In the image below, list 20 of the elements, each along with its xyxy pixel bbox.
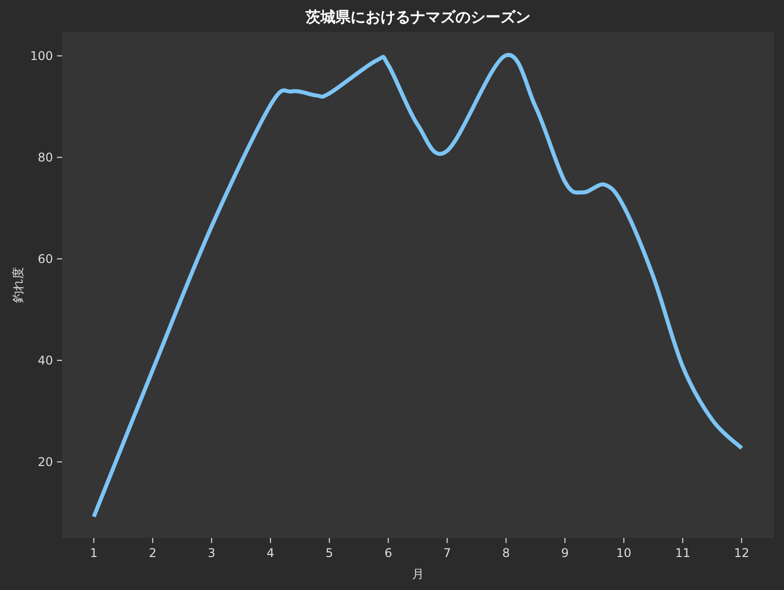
chart-title: 茨城県におけるナマズのシーズン [304, 8, 530, 26]
x-tick-label: 5 [326, 546, 334, 560]
x-tick-label: 6 [384, 546, 392, 560]
x-tick-label: 1 [90, 546, 98, 560]
x-tick-label: 3 [208, 546, 216, 560]
y-tick-label: 60 [38, 252, 53, 266]
y-tick-label: 20 [38, 454, 53, 469]
x-tick-label: 12 [734, 546, 750, 560]
y-axis-title: 釣れ度 [11, 267, 25, 303]
x-tick-label: 2 [148, 546, 157, 560]
x-tick-label: 10 [616, 546, 632, 560]
x-tick-label: 8 [502, 546, 510, 560]
x-tick-label: 9 [561, 546, 569, 560]
x-tick-label: 4 [266, 546, 274, 560]
y-tick-label: 40 [38, 353, 53, 368]
y-tick-label: 80 [38, 150, 53, 164]
x-tick-label: 7 [443, 546, 451, 560]
x-axis-title: 月 [412, 567, 424, 581]
x-tick-label: 11 [675, 546, 690, 560]
y-tick-label: 100 [30, 48, 53, 63]
